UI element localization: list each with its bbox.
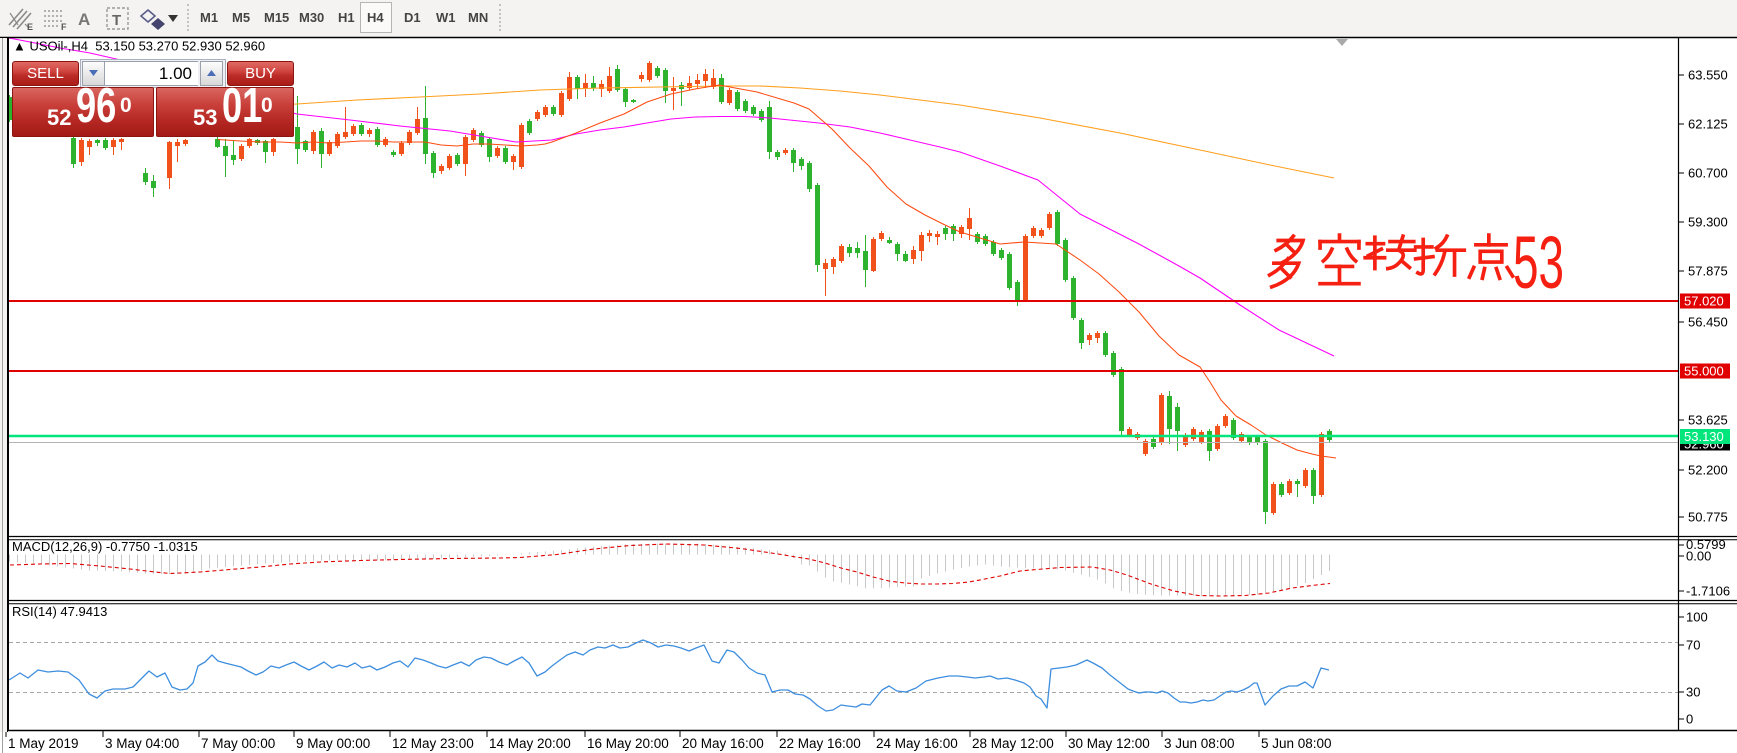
svg-text:62.125: 62.125: [1688, 117, 1728, 132]
svg-text:30: 30: [1686, 685, 1700, 700]
svg-text:59.300: 59.300: [1688, 215, 1728, 230]
svg-text:T: T: [112, 12, 121, 29]
svg-text:E: E: [27, 22, 33, 32]
svg-text:53.625: 53.625: [1688, 413, 1728, 428]
svg-text:28 May 12:00: 28 May 12:00: [972, 736, 1054, 751]
svg-text:50.775: 50.775: [1688, 510, 1728, 525]
svg-text:60.700: 60.700: [1688, 166, 1728, 181]
svg-text:22 May 16:00: 22 May 16:00: [779, 736, 861, 751]
svg-text:A: A: [78, 10, 90, 29]
svg-text:▲ USOil-,H4 53.150 53.270 52.: ▲ USOil-,H4 53.150 53.270 52.930 52.960: [13, 39, 265, 54]
svg-text:3 Jun 08:00: 3 Jun 08:00: [1164, 736, 1235, 751]
svg-text:57.020: 57.020: [1684, 294, 1724, 309]
svg-text:70: 70: [1686, 638, 1700, 653]
svg-text:7 May 00:00: 7 May 00:00: [201, 736, 275, 751]
svg-text:5 Jun 08:00: 5 Jun 08:00: [1261, 736, 1332, 751]
svg-text:0.00: 0.00: [1686, 549, 1711, 564]
svg-text:0.5799: 0.5799: [1686, 537, 1726, 552]
svg-text:24 May 16:00: 24 May 16:00: [876, 736, 958, 751]
svg-text:20 May 16:00: 20 May 16:00: [682, 736, 764, 751]
svg-text:56.450: 56.450: [1688, 315, 1728, 330]
svg-text:53.130: 53.130: [1684, 429, 1724, 444]
svg-text:F: F: [61, 22, 67, 32]
svg-text:1 May 2019: 1 May 2019: [8, 736, 79, 751]
svg-text:52.200: 52.200: [1688, 463, 1728, 478]
svg-text:0: 0: [1686, 712, 1693, 727]
svg-text:3 May 04:00: 3 May 04:00: [105, 736, 179, 751]
svg-text:-1.7106: -1.7106: [1686, 584, 1730, 599]
svg-text:63.550: 63.550: [1688, 68, 1728, 83]
svg-text:53: 53: [1513, 222, 1564, 305]
svg-text:9 May 00:00: 9 May 00:00: [296, 736, 370, 751]
svg-text:100: 100: [1686, 610, 1708, 625]
svg-text:57.875: 57.875: [1688, 264, 1728, 279]
svg-text:30 May 12:00: 30 May 12:00: [1068, 736, 1150, 751]
svg-text:14 May 20:00: 14 May 20:00: [489, 736, 571, 751]
svg-text:RSI(14) 47.9413: RSI(14) 47.9413: [12, 604, 107, 619]
svg-text:55.000: 55.000: [1684, 364, 1724, 379]
svg-text:12 May 23:00: 12 May 23:00: [392, 736, 474, 751]
svg-text:16 May 20:00: 16 May 20:00: [587, 736, 669, 751]
svg-text:MACD(12,26,9) -0.7750 -1.0315: MACD(12,26,9) -0.7750 -1.0315: [12, 539, 198, 554]
svg-text:52.960: 52.960: [1684, 437, 1724, 452]
